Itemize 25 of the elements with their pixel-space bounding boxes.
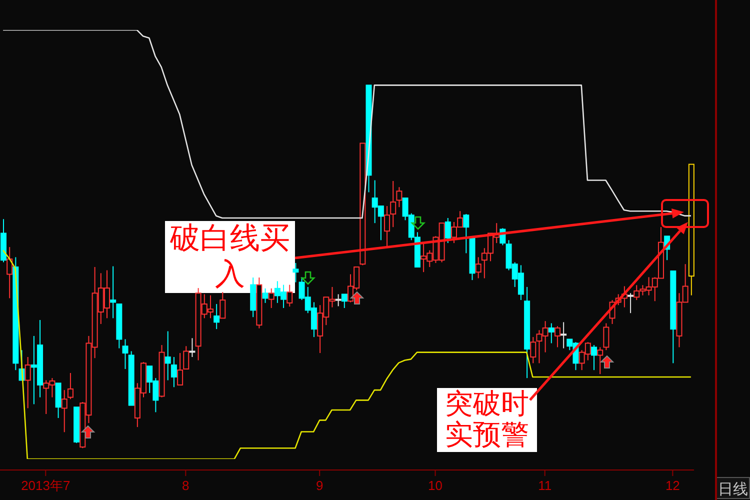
candlestick bbox=[61, 390, 68, 433]
candlestick bbox=[250, 277, 256, 318]
candlestick bbox=[164, 330, 171, 381]
x-tick-label: 11 bbox=[538, 478, 552, 493]
candlestick bbox=[475, 256, 482, 279]
annotation: 破白线买入 bbox=[165, 221, 295, 293]
candlestick bbox=[170, 356, 177, 388]
x-tick-label: 8 bbox=[182, 478, 190, 493]
candlestick bbox=[158, 344, 165, 398]
x-tick-label: 2013年7 bbox=[21, 478, 70, 493]
x-tick-label: 10 bbox=[428, 478, 443, 493]
annotation: 突破时实预警 bbox=[437, 387, 537, 452]
candlestick bbox=[560, 322, 567, 349]
candlestick bbox=[214, 304, 220, 330]
candlestick bbox=[6, 246, 13, 299]
candlestick bbox=[24, 356, 31, 409]
candlestick bbox=[524, 286, 530, 379]
text: 日线 bbox=[716, 477, 750, 499]
x-tick-label: 9 bbox=[316, 478, 324, 493]
candlestick bbox=[384, 206, 390, 247]
x-tick-label: 12 bbox=[665, 478, 680, 493]
candlestick bbox=[390, 180, 396, 228]
candlestick bbox=[256, 277, 262, 329]
candlestick bbox=[122, 338, 128, 370]
candlestick bbox=[110, 266, 116, 319]
